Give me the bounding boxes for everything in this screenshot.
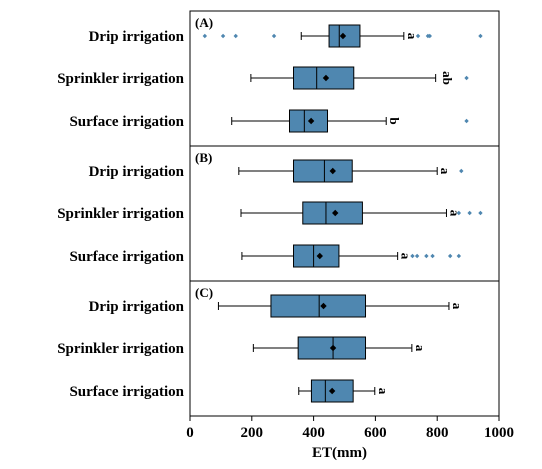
outlier-point <box>456 210 462 216</box>
mean-marker <box>332 209 339 217</box>
outlier-point <box>427 33 432 39</box>
category-label: Sprinkler irrigation <box>57 206 184 222</box>
box-drip-irrigation: Drip irrigation a <box>89 159 464 183</box>
significance-letter: b <box>387 117 402 124</box>
outlier-point <box>202 33 208 39</box>
category-label: Drip irrigation <box>89 164 185 180</box>
significance-letter: a <box>447 210 462 217</box>
x-tick-label: 800 <box>426 425 449 441</box>
mean-marker <box>339 32 347 40</box>
outlier-point <box>467 210 472 216</box>
significance-letter: ab <box>440 71 455 85</box>
panel-frame <box>189 280 500 417</box>
x-axis: 0 200 400 600 800 1000 ET(mm) <box>186 416 514 461</box>
x-tick-label: 0 <box>186 425 194 441</box>
panel-3: (C) Drip irrigation a Sprinkler irrigation a… <box>57 280 500 417</box>
box-drip-irrigation: Drip irrigation a <box>89 24 483 48</box>
significance-letter: a <box>450 303 465 310</box>
outlier-point <box>464 118 469 124</box>
mean-marker <box>316 252 323 260</box>
plot-area: (A) Drip irrigation a Sprinkler irrigation a… <box>57 10 514 461</box>
outlier-point <box>233 33 238 39</box>
significance-letter: a <box>413 345 428 352</box>
iqr-box <box>293 244 340 268</box>
mean-marker <box>329 344 337 352</box>
box-surface-irrigation: Surface irrigation a <box>69 244 462 268</box>
iqr-box <box>270 294 367 318</box>
outlier-point <box>220 33 226 39</box>
mean-marker <box>329 167 336 175</box>
category-label: Surface irrigation <box>69 249 184 265</box>
outlier-point <box>447 253 453 259</box>
mean-marker <box>322 74 330 82</box>
outlier-point <box>424 253 429 259</box>
significance-letter: a <box>376 388 391 395</box>
panel-2: (B) Drip irrigation a Sprinkler irrigation a… <box>57 145 500 282</box>
outlier-point <box>414 253 420 259</box>
outlier-point <box>478 210 483 216</box>
significance-letter: a <box>399 253 414 260</box>
iqr-box <box>293 159 353 183</box>
category-label: Drip irrigation <box>89 29 185 45</box>
outlier-point <box>464 75 469 81</box>
outlier-point <box>415 33 421 39</box>
x-tick-label: 600 <box>364 425 387 441</box>
category-label: Sprinkler irrigation <box>57 71 184 87</box>
mean-marker <box>320 302 327 310</box>
outlier-point <box>410 253 415 259</box>
category-label: Surface irrigation <box>69 114 184 130</box>
x-tick-label: 1000 <box>484 425 514 441</box>
outlier-point <box>271 33 277 39</box>
mean-marker <box>307 117 315 125</box>
box-sprinkler-irrigation: Sprinkler irrigation a <box>57 336 428 360</box>
mean-marker <box>328 387 336 395</box>
outlier-point <box>456 253 462 259</box>
significance-letter: a <box>405 33 420 40</box>
category-label: Drip irrigation <box>89 299 185 315</box>
x-axis-title: ET(mm) <box>312 445 367 461</box>
panel-label: (B) <box>195 150 212 165</box>
box-surface-irrigation: Surface irrigation b <box>69 109 469 133</box>
box-sprinkler-irrigation: Sprinkler irrigation a <box>57 201 483 225</box>
panel-label: (A) <box>195 15 213 30</box>
outlier-point <box>430 253 435 259</box>
x-tick-label: 400 <box>302 425 325 441</box>
significance-letter: a <box>438 168 453 175</box>
category-label: Surface irrigation <box>69 384 184 400</box>
panel-label: (C) <box>195 285 213 300</box>
panel-1: (A) Drip irrigation a Sprinkler irrigation a… <box>57 10 500 147</box>
outlier-point <box>459 168 464 174</box>
category-label: Sprinkler irrigation <box>57 341 184 357</box>
box-sprinkler-irrigation: Sprinkler irrigation ab <box>57 66 469 90</box>
x-tick-label: 200 <box>241 425 264 441</box>
box-surface-irrigation: Surface irrigation a <box>69 379 391 403</box>
outlier-point <box>478 33 483 39</box>
box-drip-irrigation: Drip irrigation a <box>89 294 465 318</box>
